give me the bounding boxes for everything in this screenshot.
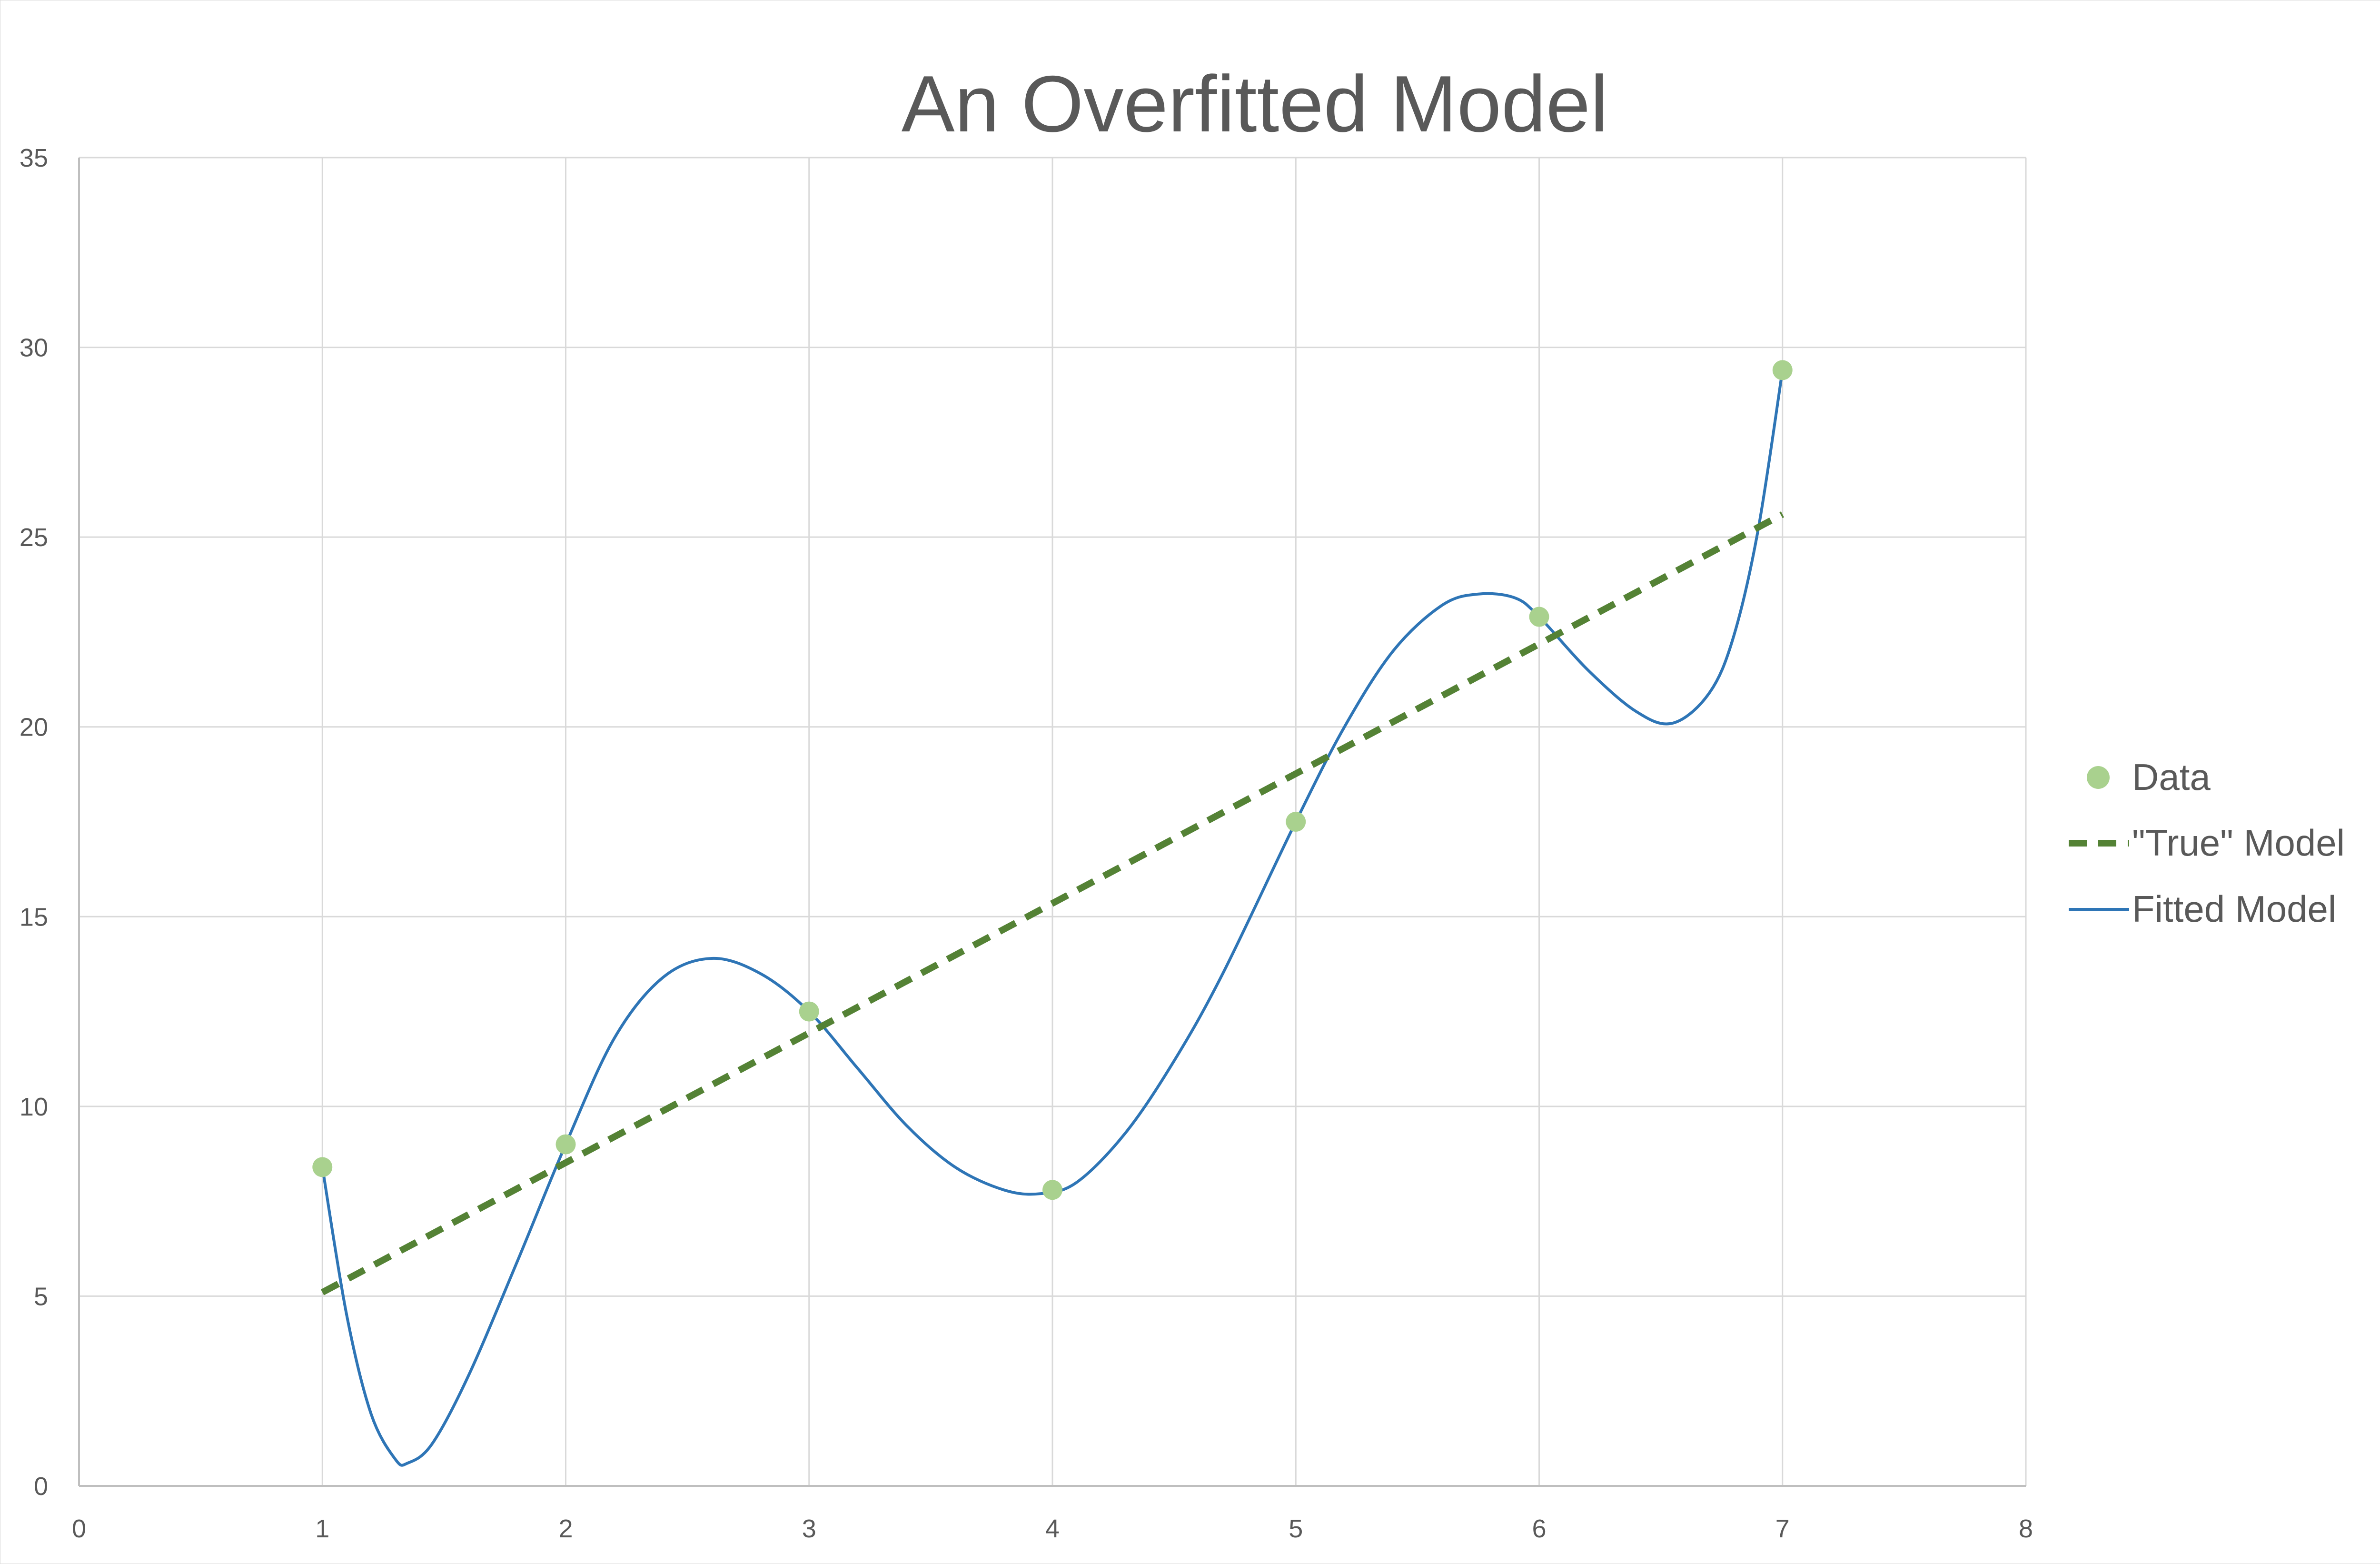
legend-label-fitted-model: Fitted Model <box>2132 888 2336 930</box>
legend-label-true-model: "True" Model <box>2132 822 2345 864</box>
true-model-line <box>320 511 1785 1295</box>
x-tick-label: 2 <box>558 1514 573 1543</box>
data-point <box>1772 360 1793 380</box>
data-point <box>555 1134 576 1155</box>
legend: Data "True" Model Fitted Model <box>2069 756 2345 930</box>
legend-item-data: Data <box>2087 756 2211 798</box>
y-axis-tick-labels: 0 5 10 15 20 25 30 35 <box>20 144 48 1501</box>
series <box>312 360 1793 1467</box>
y-tick-label: 20 <box>20 713 48 742</box>
gridlines <box>79 157 2027 1486</box>
y-tick-label: 35 <box>20 144 48 172</box>
legend-item-true-model: "True" Model <box>2069 822 2345 864</box>
x-tick-label: 1 <box>315 1514 329 1543</box>
x-tick-label: 8 <box>2019 1514 2033 1543</box>
y-tick-label: 5 <box>34 1282 48 1311</box>
x-tick-label: 4 <box>1045 1514 1060 1543</box>
y-tick-label: 30 <box>20 334 48 362</box>
y-tick-label: 0 <box>34 1472 48 1501</box>
x-tick-label: 3 <box>802 1514 816 1543</box>
chart-title: An Overfitted Model <box>902 59 1608 149</box>
axes <box>78 158 2026 1487</box>
legend-label-data: Data <box>2132 756 2211 798</box>
legend-item-fitted-model: Fitted Model <box>2069 888 2336 930</box>
x-tick-label: 7 <box>1775 1514 1790 1543</box>
data-point <box>1286 812 1306 832</box>
x-axis-tick-labels: 0 1 2 3 4 5 6 7 8 <box>72 1514 2033 1543</box>
legend-data-marker <box>2087 766 2110 789</box>
x-tick-label: 0 <box>72 1514 86 1543</box>
x-tick-label: 6 <box>1532 1514 1546 1543</box>
y-tick-label: 10 <box>20 1093 48 1121</box>
data-point <box>799 1001 819 1022</box>
y-tick-label: 25 <box>20 523 48 552</box>
y-tick-label: 15 <box>20 903 48 931</box>
x-tick-label: 5 <box>1289 1514 1303 1543</box>
data-point <box>1042 1180 1062 1200</box>
data-point <box>312 1157 333 1177</box>
data-point <box>1529 607 1549 627</box>
